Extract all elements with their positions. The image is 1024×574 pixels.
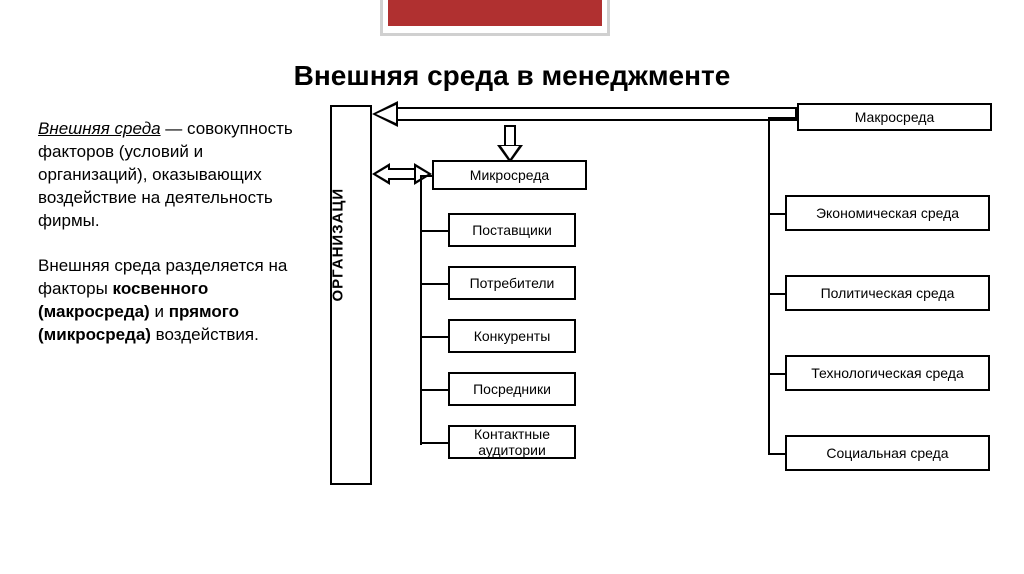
macro-header-box: Макросреда — [797, 103, 992, 131]
connector — [420, 336, 448, 338]
macro-item-box: Экономическая среда — [785, 195, 990, 231]
connector — [420, 389, 448, 391]
connector — [420, 175, 422, 445]
header-decor-fill — [388, 0, 602, 26]
paragraph-definition: Внешняя среда — совокупность факторов (у… — [38, 118, 308, 233]
connector — [768, 117, 797, 119]
micro-item-box: Потребители — [448, 266, 576, 300]
macro-item-box: Политическая среда — [785, 275, 990, 311]
micro-item-box: Поставщики — [448, 213, 576, 247]
connector — [420, 442, 448, 444]
macro-item-box: Социальная среда — [785, 435, 990, 471]
micro-header-box: Микросреда — [432, 160, 587, 190]
paragraph-classification: Внешняя среда разделяется на факторы кос… — [38, 255, 308, 347]
macro-to-org-arrow — [372, 103, 797, 125]
connector — [420, 283, 448, 285]
connector — [768, 213, 785, 215]
connector — [768, 373, 785, 375]
connector — [768, 117, 770, 453]
macro-item-box: Технологическая среда — [785, 355, 990, 391]
connector — [420, 175, 432, 177]
organization-label: ОРГАНИЗАЦИ — [330, 188, 347, 302]
page-title: Внешняя среда в менеджменте — [0, 60, 1024, 92]
micro-item-box: Посредники — [448, 372, 576, 406]
macro-to-micro-arrow — [498, 125, 522, 163]
definition-text: Внешняя среда — совокупность факторов (у… — [38, 118, 308, 346]
micro-item-box: Контактные аудитории — [448, 425, 576, 459]
environment-diagram: ОРГАНИЗАЦИ Микросреда Поставщики Потребите… — [320, 105, 1000, 545]
term-underlined: Внешняя среда — [38, 119, 161, 138]
connector — [768, 453, 785, 455]
connector — [768, 293, 785, 295]
connector — [420, 230, 448, 232]
org-micro-double-arrow — [372, 163, 432, 185]
micro-item-box: Конкуренты — [448, 319, 576, 353]
